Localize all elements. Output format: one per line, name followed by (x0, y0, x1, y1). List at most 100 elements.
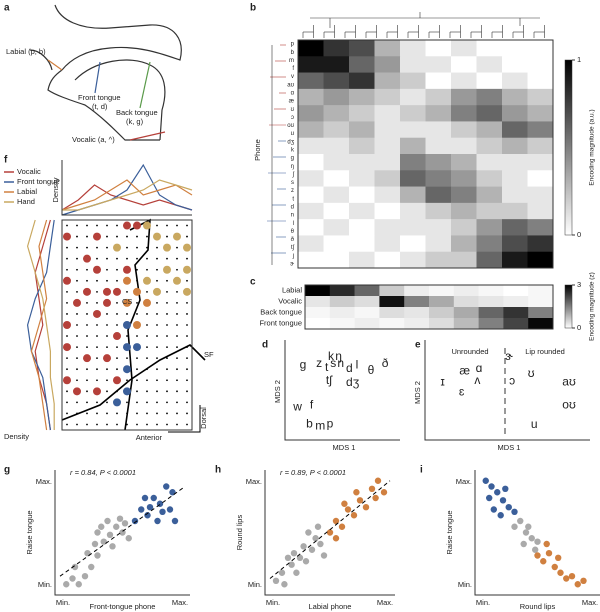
heat-cell (502, 251, 528, 269)
heat-cell (329, 296, 355, 308)
panel-label: i (420, 465, 423, 476)
heat-cell (476, 219, 503, 236)
electrode (126, 335, 128, 337)
point (525, 523, 532, 530)
electrode (126, 235, 128, 238)
electrode (176, 224, 178, 227)
heat-cell (354, 296, 380, 308)
electrode (126, 357, 128, 360)
point (320, 552, 328, 559)
axis-label: MDS 1 (498, 443, 521, 452)
phone-point: ð (382, 356, 389, 370)
axis-label: MDS 1 (333, 443, 356, 452)
electrode (76, 379, 78, 382)
electrode (96, 423, 98, 426)
electrode (66, 257, 68, 260)
phone-point: g (300, 358, 307, 372)
electrode (96, 301, 98, 304)
electrode (136, 379, 138, 382)
electrode-colored (83, 354, 91, 363)
panel-label: d (262, 340, 268, 351)
point (511, 508, 518, 515)
label: (k, g) (126, 117, 144, 126)
point (511, 523, 518, 530)
electrode (146, 246, 148, 249)
heat-cell (349, 72, 375, 90)
panel-label: b (250, 3, 256, 14)
electrode (96, 379, 98, 382)
electrode (66, 290, 68, 293)
electrode (116, 224, 118, 227)
heat-cell (425, 154, 452, 171)
electrode-colored (123, 343, 131, 352)
heat-cell (374, 170, 401, 187)
electrode (166, 390, 168, 393)
heat-cell (404, 318, 430, 330)
point (281, 581, 288, 588)
electrode (176, 357, 178, 360)
panel-label: c (250, 277, 256, 288)
electrode (126, 313, 128, 315)
electrode (96, 324, 98, 326)
label: CS (122, 297, 132, 306)
point (119, 529, 126, 536)
electrode-colored (63, 376, 71, 385)
heat-cell (527, 170, 554, 187)
heat-cell (528, 318, 554, 330)
point (290, 550, 298, 557)
heat-cell (453, 285, 479, 297)
heat-cell (354, 307, 380, 319)
electrode-colored (93, 265, 101, 274)
electrode (186, 224, 188, 227)
electrode (106, 279, 108, 282)
density-curve (61, 184, 193, 211)
phone-point: k (328, 349, 335, 363)
label: Dorsal (199, 407, 208, 429)
heat-cell (323, 105, 350, 122)
point (166, 506, 174, 513)
heat-cell (451, 121, 477, 139)
heat-cell (323, 170, 350, 187)
heat-cell (374, 154, 401, 171)
electrode (76, 324, 78, 326)
phone-point: s (330, 356, 336, 370)
point (106, 531, 114, 538)
heat-cell (425, 56, 452, 73)
point (100, 538, 107, 545)
axis (61, 160, 192, 216)
heat-cell (298, 235, 324, 253)
point (293, 569, 300, 576)
point (332, 517, 340, 525)
point (314, 523, 322, 530)
heat-cell (527, 56, 554, 73)
electrode (186, 401, 188, 404)
heat-cell (298, 88, 324, 106)
electrode (116, 279, 118, 282)
heat-cell (400, 88, 426, 106)
electrode (96, 279, 98, 282)
phone-point: ʌ (474, 373, 480, 387)
fit-line (59, 486, 186, 577)
point (534, 552, 541, 559)
heat-cell (400, 40, 426, 57)
electrode (136, 246, 138, 249)
phone-point: t (325, 360, 329, 374)
heat-cell (374, 88, 401, 106)
electrode (176, 412, 178, 415)
electrode (146, 290, 148, 293)
point (534, 538, 541, 545)
heat-cell (528, 296, 554, 308)
heat-cell (379, 296, 405, 308)
heat-cell (527, 154, 554, 171)
electrode (66, 268, 68, 271)
electrode-colored (103, 354, 111, 363)
electrode (106, 257, 108, 260)
electrode (86, 246, 88, 249)
heat-cell (476, 186, 503, 204)
electrode (76, 346, 78, 349)
heat-cell (425, 105, 452, 122)
electrode (156, 335, 158, 337)
electrode (76, 257, 78, 260)
heat-cell (425, 186, 452, 204)
electrode (76, 246, 78, 249)
